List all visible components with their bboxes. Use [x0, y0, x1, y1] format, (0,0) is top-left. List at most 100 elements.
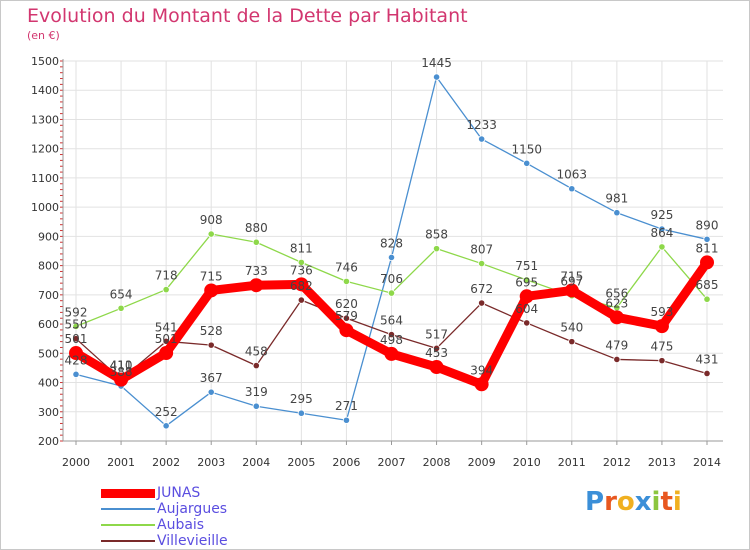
- data-label: 517: [425, 327, 448, 341]
- legend-label: Aujargues: [157, 501, 228, 517]
- x-tick-label: 2007: [378, 456, 406, 469]
- data-label: 479: [605, 338, 628, 352]
- x-tick-label: 2000: [62, 456, 90, 469]
- data-point: [114, 372, 129, 387]
- data-point: [519, 289, 534, 304]
- y-tick-label: 1500: [31, 55, 59, 68]
- data-label: 550: [65, 318, 88, 332]
- data-point: [432, 245, 441, 253]
- data-label: 697: [560, 275, 583, 289]
- data-point: [387, 289, 396, 297]
- logo-letter: o: [616, 487, 635, 517]
- legend-item-junas: JUNAS: [101, 485, 321, 501]
- y-tick-label: 200: [38, 435, 59, 448]
- logo-letter: r: [604, 487, 617, 517]
- y-tick-label: 700: [38, 289, 59, 302]
- data-label: 528: [200, 324, 223, 338]
- data-point: [252, 361, 260, 370]
- data-point: [72, 335, 80, 343]
- data-label: 411: [110, 358, 133, 372]
- data-label: 295: [290, 392, 313, 406]
- data-label: 811: [696, 241, 719, 255]
- data-point: [342, 416, 351, 424]
- y-tick-label: 1000: [31, 201, 59, 214]
- data-label: 654: [110, 287, 133, 301]
- data-label: 746: [335, 260, 358, 274]
- data-label: 736: [290, 263, 313, 277]
- data-label: 564: [380, 314, 403, 328]
- data-label: 695: [515, 275, 538, 289]
- data-label: 864: [650, 226, 673, 240]
- y-tick-label: 600: [38, 318, 59, 331]
- legend: JUNAS Aujargues Aubais Villevieille: [101, 485, 321, 549]
- data-point: [342, 314, 351, 322]
- data-point: [703, 369, 711, 378]
- data-point: [474, 377, 489, 392]
- data-label: 428: [65, 353, 88, 367]
- y-tick-label: 1300: [31, 113, 59, 126]
- x-tick-label: 2001: [107, 456, 135, 469]
- data-point: [387, 330, 396, 339]
- legend-swatch: [101, 540, 155, 542]
- data-label: 682: [290, 279, 313, 293]
- data-label: 718: [155, 269, 178, 283]
- data-label: 453: [425, 346, 448, 360]
- data-point: [297, 258, 305, 266]
- data-label: 1063: [557, 168, 588, 182]
- data-point: [654, 319, 669, 334]
- data-label: 623: [605, 296, 628, 310]
- data-point: [658, 357, 666, 365]
- legend-label: JUNAS: [157, 485, 201, 501]
- logo-letter: P: [585, 487, 605, 517]
- data-point: [252, 238, 260, 246]
- x-tick-label: 2010: [513, 456, 541, 469]
- data-point: [72, 370, 80, 378]
- y-tick-label: 500: [38, 347, 59, 360]
- data-point: [609, 310, 624, 325]
- data-label: 541: [155, 320, 178, 334]
- data-point: [69, 346, 83, 361]
- y-tick-label: 900: [38, 230, 59, 243]
- data-point: [207, 230, 215, 238]
- logo-letter: t: [660, 487, 673, 517]
- data-label: 880: [245, 221, 268, 235]
- data-label: 388: [110, 365, 133, 379]
- unit-label: (en €): [27, 29, 60, 42]
- data-point: [658, 225, 666, 233]
- y-tick-label: 1100: [31, 172, 59, 185]
- data-point: [478, 259, 486, 268]
- data-label: 733: [245, 264, 268, 278]
- y-tick-label: 300: [38, 406, 59, 419]
- data-label: 458: [245, 345, 268, 359]
- data-label: 540: [560, 321, 583, 335]
- logo-letter: i: [651, 487, 661, 517]
- x-tick-label: 2013: [648, 456, 676, 469]
- x-tick-label: 2008: [423, 456, 451, 469]
- data-label: 593: [650, 305, 673, 319]
- x-tick-label: 2009: [468, 456, 496, 469]
- data-point: [297, 296, 305, 304]
- x-tick-label: 2014: [693, 456, 721, 469]
- data-point: [613, 355, 621, 364]
- data-point: [207, 388, 215, 396]
- data-label: 1233: [466, 118, 497, 132]
- data-point: [162, 285, 170, 294]
- data-label: 807: [470, 243, 493, 257]
- data-point: [432, 344, 441, 352]
- data-point: [564, 283, 579, 298]
- data-point: [703, 295, 711, 303]
- x-tick-label: 2003: [197, 456, 225, 469]
- x-tick-label: 2004: [242, 456, 270, 469]
- data-point: [294, 277, 309, 292]
- data-point: [478, 299, 486, 307]
- legend-item-aubais: Aubais: [101, 517, 321, 533]
- data-labels: 428 388 252 367 319 295 271 828 1445 1233 1150 1063…: [65, 56, 719, 419]
- data-label: 431: [696, 352, 719, 366]
- data-label: 828: [380, 236, 403, 250]
- grid: [63, 60, 723, 442]
- legend-swatch: [101, 508, 155, 510]
- legend-swatch: [101, 489, 155, 498]
- legend-label: Villevieille: [157, 533, 228, 549]
- y-tick-label: 800: [38, 260, 59, 273]
